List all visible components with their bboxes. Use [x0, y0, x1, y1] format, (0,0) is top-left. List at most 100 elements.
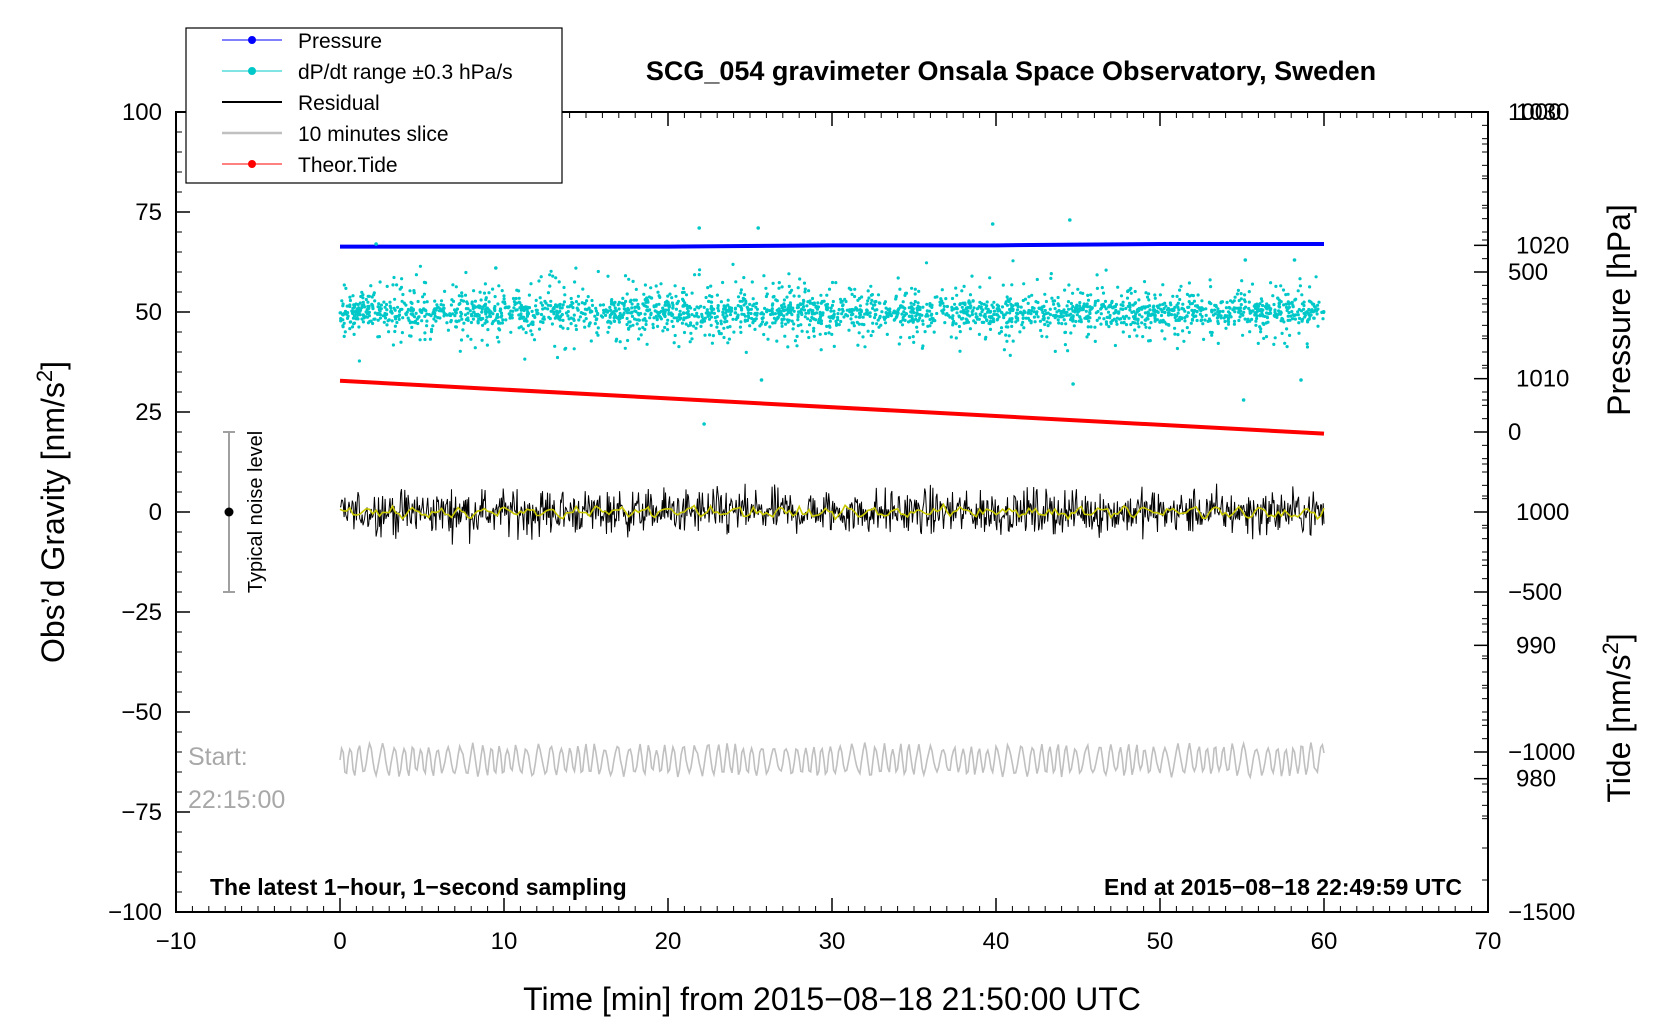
dpdt-point: [787, 318, 791, 322]
dpdt-point: [1071, 304, 1075, 309]
dpdt-point: [777, 281, 781, 285]
dpdt-point: [705, 308, 709, 312]
dpdt-point: [1185, 326, 1189, 330]
dpdt-point: [709, 284, 713, 288]
dpdt-point: [739, 305, 743, 309]
dpdt-point: [868, 314, 872, 318]
dpdt-point: [712, 311, 717, 315]
dpdt-point: [550, 322, 555, 326]
dpdt-point: [427, 312, 431, 317]
dpdt-point: [1257, 309, 1261, 313]
dpdt-point: [1103, 299, 1108, 303]
dpdt-point: [1273, 336, 1277, 340]
dpdt-point: [739, 330, 743, 334]
dpdt-point: [708, 333, 712, 337]
dpdt-point: [850, 321, 854, 325]
dpdt-point: [1188, 302, 1192, 306]
y-tick-label: 75: [135, 199, 162, 226]
dpdt-point: [1313, 308, 1317, 312]
dpdt-point: [1243, 258, 1248, 262]
dpdt-point: [1181, 307, 1186, 311]
dpdt-point: [444, 312, 448, 316]
dpdt-point: [625, 292, 629, 296]
dpdt-point: [1173, 305, 1177, 309]
dpdt-point: [1162, 306, 1166, 311]
dpdt-point: [522, 308, 526, 313]
dpdt-point: [366, 304, 370, 309]
dpdt-point: [1200, 314, 1204, 319]
dpdt-point: [1186, 305, 1190, 309]
dpdt-point: [1093, 325, 1097, 329]
dpdt-point: [1226, 317, 1231, 321]
dpdt-point: [816, 321, 821, 325]
dpdt-point: [906, 320, 911, 324]
dpdt-point: [1277, 302, 1281, 306]
dpdt-point: [485, 315, 489, 319]
dpdt-point: [680, 290, 685, 295]
dpdt-point: [1196, 305, 1200, 309]
pressure-tick-label: 1000: [1516, 499, 1569, 526]
dpdt-point: [1225, 314, 1229, 318]
dpdt-point: [928, 309, 932, 313]
dpdt-point: [624, 299, 628, 303]
dpdt-point: [793, 339, 798, 343]
dpdt-point: [349, 320, 353, 324]
dpdt-point: [827, 331, 831, 335]
dpdt-point: [460, 312, 464, 316]
dpdt-point: [494, 266, 498, 270]
dpdt-point: [1147, 313, 1151, 317]
dpdt-point: [398, 287, 402, 291]
dpdt-point: [715, 325, 719, 329]
dpdt-point: [558, 306, 562, 310]
dpdt-point: [340, 299, 344, 303]
dpdt-point: [1140, 321, 1144, 325]
dpdt-point: [828, 325, 832, 329]
dpdt-point: [519, 308, 523, 312]
dpdt-point: [643, 283, 648, 287]
dpdt-point: [1207, 300, 1211, 304]
dpdt-point: [709, 315, 714, 319]
dpdt-point: [870, 298, 874, 302]
dpdt-point: [511, 296, 516, 301]
dpdt-point: [860, 295, 864, 299]
dpdt-point: [885, 332, 889, 336]
dpdt-point: [434, 319, 438, 323]
dpdt-point: [1183, 319, 1187, 323]
dpdt-point: [667, 311, 671, 315]
dpdt-point: [484, 318, 488, 323]
dpdt-point: [1265, 302, 1269, 306]
dpdt-point: [578, 315, 583, 319]
dpdt-point: [1272, 342, 1276, 346]
dpdt-point: [1237, 318, 1241, 323]
dpdt-point: [978, 285, 982, 289]
dpdt-point: [1018, 330, 1022, 334]
dpdt-point: [1255, 314, 1259, 318]
dpdt-point: [1285, 345, 1289, 349]
dpdt-point: [798, 277, 802, 281]
dpdt-point: [777, 286, 781, 290]
dpdt-point: [645, 342, 649, 346]
dpdt-point: [854, 315, 858, 319]
dpdt-point: [601, 315, 605, 319]
dpdt-point: [1117, 310, 1121, 314]
x-tick-label: 10: [491, 928, 518, 955]
y-tick-label: −75: [121, 799, 162, 826]
dpdt-point: [1196, 293, 1200, 297]
dpdt-point: [689, 321, 693, 325]
dpdt-point: [644, 300, 648, 304]
dpdt-point: [451, 312, 455, 316]
dpdt-point: [931, 317, 935, 321]
dpdt-point: [968, 293, 973, 297]
dpdt-point: [1141, 335, 1145, 339]
dpdt-point: [509, 315, 513, 319]
dpdt-point: [448, 312, 452, 316]
dpdt-point: [393, 315, 397, 319]
dpdt-point: [480, 338, 484, 342]
dpdt-point: [385, 284, 389, 288]
dpdt-point: [562, 300, 567, 304]
dpdt-point: [942, 308, 946, 312]
dpdt-point: [361, 320, 365, 324]
dpdt-point: [954, 322, 958, 326]
dpdt-point: [850, 307, 855, 312]
legend-pressure-marker: [248, 36, 256, 44]
